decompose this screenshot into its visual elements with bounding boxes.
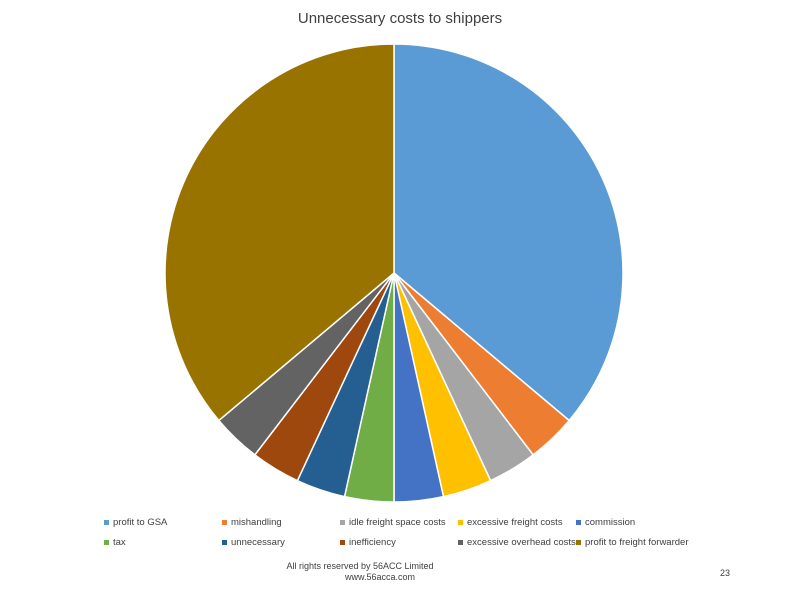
legend-label: commission bbox=[585, 517, 636, 528]
legend-swatch bbox=[222, 540, 227, 545]
legend-swatch bbox=[576, 520, 581, 525]
legend-swatch bbox=[104, 520, 109, 525]
legend-label: profit to freight forwarder bbox=[585, 537, 689, 548]
chart-legend: profit to GSA mishandling idle freight spa… bbox=[104, 517, 724, 548]
legend-item-1: mishandling bbox=[222, 517, 340, 528]
page-number: 23 bbox=[720, 568, 731, 578]
legend-item-4: commission bbox=[576, 517, 694, 528]
legend-item-9: profit to freight forwarder bbox=[576, 537, 694, 548]
legend-swatch bbox=[576, 540, 581, 545]
legend-label: excessive freight costs bbox=[467, 517, 563, 528]
legend-label: inefficiency bbox=[349, 537, 396, 548]
legend-label: excessive overhead costs bbox=[467, 537, 576, 548]
legend-label: mishandling bbox=[231, 517, 282, 528]
legend-label: unnecessary bbox=[231, 537, 285, 548]
pie-slice-9 bbox=[164, 43, 395, 422]
legend-swatch bbox=[222, 520, 227, 525]
legend-item-8: excessive overhead costs bbox=[458, 537, 576, 548]
legend-item-6: unnecessary bbox=[222, 537, 340, 548]
footer-website-text: www.56acca.com bbox=[344, 572, 416, 582]
legend-label: tax bbox=[113, 537, 126, 548]
legend-item-0: profit to GSA bbox=[104, 517, 222, 528]
legend-swatch bbox=[104, 540, 109, 545]
legend-item-5: tax bbox=[104, 537, 222, 548]
legend-item-3: excessive freight costs bbox=[458, 517, 576, 528]
legend-item-7: inefficiency bbox=[340, 537, 458, 548]
legend-label: profit to GSA bbox=[113, 517, 168, 528]
legend-swatch bbox=[340, 540, 345, 545]
chart-title: Unnecessary costs to shippers bbox=[297, 10, 503, 27]
footer-rights-text: All rights reserved by 56ACC Limited bbox=[286, 561, 434, 571]
legend-swatch bbox=[340, 520, 345, 525]
footer: All rights reserved by 56ACC Limited www… bbox=[250, 561, 470, 583]
legend-label: idle freight space costs bbox=[349, 517, 446, 528]
pie-slice-0 bbox=[393, 43, 624, 422]
legend-swatch bbox=[458, 520, 463, 525]
legend-swatch bbox=[458, 540, 463, 545]
legend-item-2: idle freight space costs bbox=[340, 517, 458, 528]
